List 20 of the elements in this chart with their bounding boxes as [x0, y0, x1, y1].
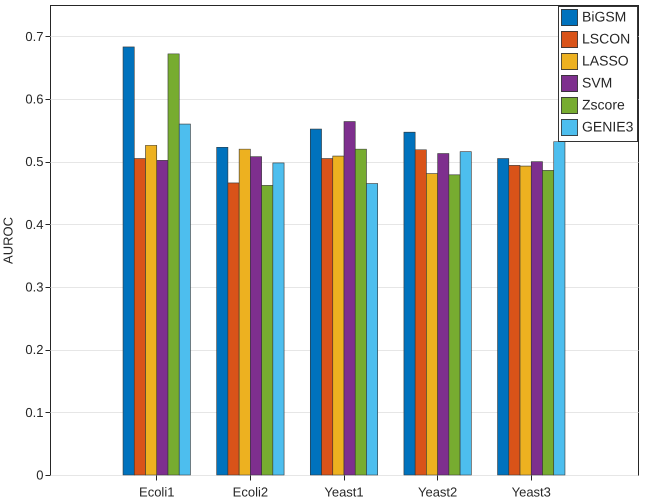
y-tick-label: 0.2	[25, 342, 44, 358]
legend-label: SVM	[582, 74, 612, 90]
legend-label: Zscore	[582, 96, 625, 112]
y-tick-label: 0.3	[25, 280, 44, 294]
legend-label: LSCON	[582, 30, 630, 46]
x-tick-label: Yeast2	[418, 484, 458, 500]
x-tick-label: Yeast3	[512, 484, 551, 500]
y-tick-label: 0.7	[25, 28, 44, 44]
x-tick-label: Yeast1	[324, 484, 364, 500]
x-tick-label: Ecoli2	[232, 484, 268, 500]
y-tick-label: 0.5	[25, 154, 44, 170]
legend-label: GENIE3	[582, 118, 634, 134]
y-tick-label: 0.1	[25, 404, 44, 420]
y-tick-label: 0	[36, 468, 44, 482]
y-tick-label: 0.6	[25, 92, 44, 106]
x-tick-label: Ecoli1	[139, 484, 174, 500]
y-tick-label: 0.4	[25, 216, 44, 232]
legend-label: BiGSM	[582, 8, 626, 24]
legend-label: LASSO	[582, 52, 629, 68]
y-axis-title: AUROC	[0, 217, 16, 264]
